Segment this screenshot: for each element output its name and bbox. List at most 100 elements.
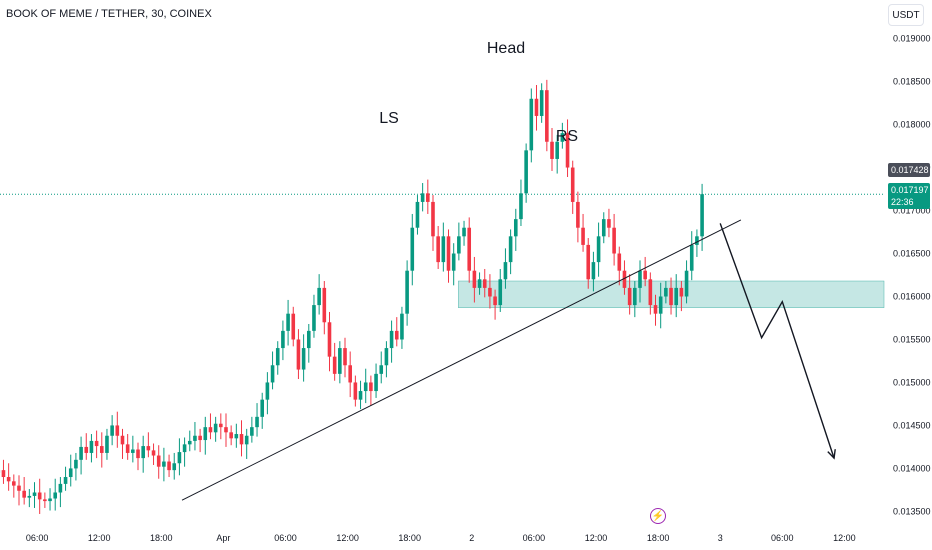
candle-body (389, 330, 394, 349)
candle-body (84, 446, 89, 453)
left-shoulder-label: LS (379, 110, 399, 127)
candle-body (213, 423, 218, 433)
candle-body (374, 373, 378, 392)
candle-body (291, 313, 296, 340)
candle-body (105, 435, 109, 453)
candle-body (120, 435, 125, 445)
candle-body (363, 382, 368, 392)
candle-body (306, 330, 311, 349)
candle-body (198, 435, 202, 441)
time-tick-label: 12:00 (88, 533, 111, 543)
currency-button[interactable]: USDT (888, 4, 924, 26)
right-shoulder-label: RS (556, 128, 578, 145)
candle-body (426, 193, 430, 202)
price-tick-label: 0.018000 (893, 120, 931, 130)
candle-body (638, 270, 642, 288)
candle-body (58, 483, 63, 493)
lightning-icon[interactable]: ⚡ (650, 508, 666, 524)
candle-body (400, 313, 404, 340)
high-price-label: 0.017428 (888, 163, 930, 177)
candle-body (457, 236, 461, 254)
candle-body (187, 440, 192, 445)
price-tick-label: 0.013500 (893, 506, 931, 516)
candle-body (586, 244, 591, 280)
candle-body (343, 348, 347, 366)
candle-body (545, 90, 549, 142)
candle-body (255, 416, 259, 428)
candle-body (607, 219, 611, 228)
candle-body (653, 305, 658, 314)
candle-body (482, 279, 487, 288)
candle-body (125, 444, 130, 453)
candle-body (296, 339, 301, 370)
candle-body (467, 227, 472, 271)
countdown-timer: 22:36 (891, 197, 914, 207)
candle-body (503, 262, 508, 280)
candle-body (94, 440, 99, 447)
candle-body (601, 219, 606, 237)
candle-body (534, 98, 539, 116)
candle-body (643, 270, 647, 280)
candle-body (353, 382, 358, 400)
time-tick-label: 06:00 (274, 533, 297, 543)
candle-body (53, 492, 58, 499)
candle-body (286, 313, 290, 331)
candle-body (550, 141, 554, 159)
annotation-layer: LS Head RS (379, 40, 578, 145)
candle-body (79, 446, 83, 460)
candle-body (410, 227, 415, 271)
candle-body (679, 287, 684, 297)
candle-body (234, 434, 239, 439)
candle-body (43, 499, 47, 502)
candle-body (684, 270, 689, 297)
candle-body (162, 461, 166, 467)
candle-body (436, 236, 440, 263)
candle-body (519, 193, 523, 220)
candle-body (508, 236, 513, 263)
candle-body (689, 244, 694, 271)
price-tick-label: 0.015000 (893, 377, 931, 387)
candle-body (576, 201, 580, 228)
candle-body (301, 348, 306, 370)
candle-body (338, 348, 342, 374)
candle-body (167, 461, 171, 471)
candle-body (131, 449, 135, 453)
candle-body (420, 193, 425, 202)
candle-body (48, 498, 52, 502)
time-tick-label: 12:00 (336, 533, 359, 543)
candle-body (37, 492, 42, 500)
candle-body (115, 425, 120, 436)
candle-body (182, 444, 187, 453)
time-tick-label: 18:00 (398, 533, 421, 543)
candle-body (332, 356, 337, 374)
price-tick-label: 0.014500 (893, 420, 931, 430)
candle-body (394, 330, 399, 340)
candle-body (193, 435, 197, 441)
candle-body (596, 236, 601, 263)
candle-body (369, 382, 373, 392)
head-label: Head (487, 40, 525, 57)
projection-path (719, 223, 835, 459)
candle-body (312, 305, 316, 331)
candle-body (617, 253, 622, 271)
price-tick-label: 0.019000 (893, 34, 931, 44)
last-price-label: 0.017197 22:36 (888, 183, 930, 209)
candle-body (669, 287, 673, 306)
candle-body (664, 287, 668, 297)
candle-body (317, 287, 321, 306)
candle-body (622, 270, 627, 288)
price-tick-label: 0.015500 (893, 334, 931, 344)
candle-body (22, 490, 26, 498)
candle-body (498, 279, 503, 306)
candle-body (348, 365, 352, 383)
last-price-value: 0.017197 (891, 185, 929, 195)
candle-body (477, 279, 482, 288)
candle-body (208, 427, 213, 433)
candle-body (270, 365, 275, 383)
candle-body (405, 270, 409, 314)
time-tick-label: 06:00 (771, 533, 794, 543)
price-tick-label: 0.018500 (893, 77, 931, 87)
chart-title: BOOK OF MEME / TETHER, 30, COINEX (6, 8, 212, 20)
time-tick-label: 3 (718, 533, 723, 543)
